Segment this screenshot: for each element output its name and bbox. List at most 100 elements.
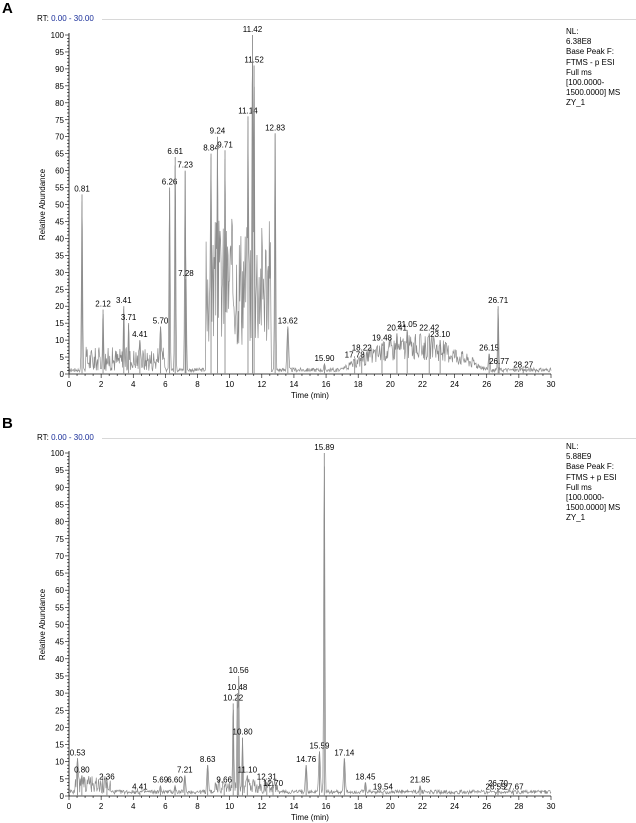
- peak-label: 10.22: [223, 693, 244, 702]
- x-tick-label: 16: [322, 802, 331, 811]
- info-line: [100.0000-: [566, 493, 605, 503]
- peak-label: 11.14: [238, 106, 258, 115]
- peak-label: 5.69: [153, 776, 169, 785]
- x-axis-title: Time (min): [291, 391, 329, 400]
- y-tick-label: 95: [55, 466, 64, 475]
- peak-label: 15.89: [314, 443, 335, 452]
- rt-label: RT:: [37, 14, 49, 23]
- peak-label: 9.71: [217, 140, 233, 149]
- y-axis-title: Relative Abundance: [38, 588, 47, 660]
- x-tick-label: 4: [131, 380, 136, 389]
- y-tick-label: 60: [55, 167, 64, 176]
- peak-label: 0.53: [70, 748, 86, 757]
- x-tick-label: 20: [386, 380, 395, 389]
- y-tick-label: 40: [55, 234, 64, 243]
- peak-label: 2.36: [99, 772, 115, 781]
- x-tick-label: 16: [322, 380, 331, 389]
- y-tick-label: 10: [55, 336, 64, 345]
- x-tick-label: 20: [386, 802, 395, 811]
- peak-label: 28.27: [513, 361, 534, 370]
- panel-letter-a: A: [2, 0, 13, 17]
- peak-label: 15.90: [314, 354, 335, 363]
- scan-info-box: NL: 5.88E9 Base Peak F: FTMS + p ESI Ful…: [566, 442, 620, 524]
- peak-label: 26.55: [486, 783, 507, 792]
- peak-label: 9.24: [210, 127, 226, 136]
- x-tick-label: 0: [67, 380, 72, 389]
- x-tick-label: 2: [99, 380, 104, 389]
- info-line: 6.38E8: [566, 37, 592, 47]
- x-tick-label: 2: [99, 802, 104, 811]
- peak-label: 12.31: [257, 772, 278, 781]
- scan-info-box: NL: 6.38E8 Base Peak F: FTMS - p ESI Ful…: [566, 27, 620, 109]
- y-tick-label: 40: [55, 655, 64, 664]
- y-tick-label: 20: [55, 302, 64, 311]
- info-line: FTMS + p ESI: [566, 472, 617, 482]
- x-tick-label: 26: [482, 802, 491, 811]
- x-tick-label: 28: [514, 380, 523, 389]
- panel-letter-b: B: [2, 415, 13, 432]
- x-tick-label: 24: [450, 380, 459, 389]
- peak-label: 19.54: [373, 783, 394, 792]
- x-tick-label: 0: [67, 802, 72, 811]
- peak-label: 11.10: [238, 765, 258, 774]
- peak-label: 0.80: [74, 765, 90, 774]
- x-tick-label: 8: [195, 380, 200, 389]
- y-tick-label: 70: [55, 552, 64, 561]
- chromatogram-panel-a: A RT: 0.00 - 30.00 NL: 6.38E8 Base Peak …: [0, 0, 636, 410]
- peak-label: 8.63: [200, 755, 216, 764]
- x-axis-title: Time (min): [291, 813, 329, 822]
- peak-label: 21.05: [397, 320, 418, 329]
- peak-label: 8.84: [203, 144, 219, 153]
- y-tick-label: 25: [55, 706, 64, 715]
- info-line: Full ms: [566, 482, 592, 492]
- x-tick-label: 10: [225, 802, 234, 811]
- rt-range-value: 0.00 - 30.00: [51, 14, 94, 23]
- peak-label: 3.71: [121, 313, 137, 322]
- x-tick-label: 12: [257, 380, 266, 389]
- peak-label: 12.70: [263, 779, 284, 788]
- y-tick-label: 75: [55, 535, 64, 544]
- y-tick-label: 85: [55, 82, 64, 91]
- peak-label: 17.14: [334, 748, 355, 757]
- y-tick-label: 95: [55, 48, 64, 57]
- chromatogram-chart-a: 0510152025303540455055606570758085909510…: [38, 25, 556, 400]
- info-line: NL:: [566, 442, 579, 451]
- peak-label: 7.21: [177, 765, 193, 774]
- y-tick-label: 100: [51, 31, 65, 40]
- info-line: ZY_1: [566, 98, 586, 108]
- x-tick-label: 6: [163, 802, 168, 811]
- header-divider: [102, 19, 636, 20]
- y-tick-label: 90: [55, 483, 64, 492]
- peak-label: 7.28: [178, 269, 194, 278]
- y-tick-label: 15: [55, 741, 64, 750]
- x-tick-label: 26: [482, 380, 491, 389]
- x-tick-label: 24: [450, 802, 459, 811]
- peak-label: 7.23: [177, 161, 193, 170]
- peak-label: 18.22: [352, 344, 373, 353]
- peak-label: 6.26: [162, 178, 178, 187]
- peak-label: 14.76: [296, 755, 317, 764]
- peak-label: 13.62: [278, 317, 299, 326]
- chromatogram-chart-b: 0510152025303540455055606570758085909510…: [38, 443, 556, 822]
- info-line: 1500.0000] MS: [566, 88, 621, 98]
- y-tick-label: 90: [55, 65, 64, 74]
- info-line: [100.0000-: [566, 78, 605, 88]
- y-tick-label: 65: [55, 569, 64, 578]
- rt-range-label: RT: 0.00 - 30.00: [37, 433, 94, 442]
- peak-label: 18.45: [355, 772, 376, 781]
- x-tick-label: 14: [289, 380, 298, 389]
- y-tick-label: 80: [55, 518, 64, 527]
- peak-label: 11.42: [243, 25, 263, 34]
- peak-label: 19.48: [372, 333, 393, 342]
- peak-label: 10.80: [233, 728, 254, 737]
- peak-label: 27.67: [504, 783, 525, 792]
- peak-label: 12.83: [265, 123, 286, 132]
- x-tick-label: 14: [289, 802, 298, 811]
- y-tick-label: 75: [55, 116, 64, 125]
- peak-label: 10.56: [229, 666, 250, 675]
- y-tick-label: 25: [55, 285, 64, 294]
- info-line: FTMS - p ESI: [566, 57, 615, 67]
- y-tick-label: 5: [60, 775, 65, 784]
- y-tick-label: 60: [55, 586, 64, 595]
- y-tick-label: 100: [51, 449, 65, 458]
